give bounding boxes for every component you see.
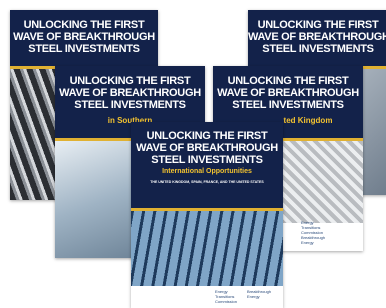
title-line: UNLOCKING THE FIRST [248,19,386,31]
title-line: UNLOCKING THE FIRST [131,130,283,142]
logo-text: Energy Transitions Commission [215,289,243,304]
cover-title: UNLOCKING THE FIRST WAVE OF BREAKTHROUGH… [213,75,363,111]
title-line: WAVE OF BREAKTHROUGH [10,31,158,43]
title-line: UNLOCKING THE FIRST [10,19,158,31]
title-line: STEEL INVESTMENTS [131,154,283,166]
cover-header: UNLOCKING THE FIRST WAVE OF BREAKTHROUGH… [10,10,158,69]
logos: Energy Transitions CommissionBreakthroug… [301,220,363,245]
logo-text: Energy Transitions Commission [301,220,329,235]
title-line: STEEL INVESTMENTS [213,99,363,111]
title-line: WAVE OF BREAKTHROUGH [131,142,283,154]
logos: Energy Transitions Commission Breakthroug… [215,289,279,304]
title-line: WAVE OF BREAKTHROUGH [248,31,386,43]
cover-title: UNLOCKING THE FIRST WAVE OF BREAKTHROUGH… [131,130,283,166]
cover-title: UNLOCKING THE FIRST WAVE OF BREAKTHROUGH… [55,75,205,111]
cover-title: UNLOCKING THE FIRST WAVE OF BREAKTHROUGH… [248,19,386,55]
logo-text: Breakthrough Energy [247,289,275,299]
cover-countries: THE UNITED KINGDOM, SPAIN, FRANCE, AND T… [131,180,283,184]
cover-subtitle: International Opportunities [131,168,283,175]
title-line: STEEL INVESTMENTS [10,43,158,55]
cover: UNLOCKING THE FIRST WAVE OF BREAKTHROUGH… [131,122,283,308]
cover-header: UNLOCKING THE FIRST WAVE OF BREAKTHROUGH… [248,10,386,69]
cover-image [131,211,283,286]
cover-header: UNLOCKING THE FIRST WAVE OF BREAKTHROUGH… [131,122,283,211]
logo-text: Breakthrough Energy [301,235,329,245]
page: UNLOCKING THE FIRST WAVE OF BREAKTHROUGH… [0,0,386,308]
title-line: WAVE OF BREAKTHROUGH [55,87,205,99]
title-line: STEEL INVESTMENTS [248,43,386,55]
title-line: UNLOCKING THE FIRST [55,75,205,87]
title-line: UNLOCKING THE FIRST [213,75,363,87]
title-line: STEEL INVESTMENTS [55,99,205,111]
cover-title: UNLOCKING THE FIRST WAVE OF BREAKTHROUGH… [10,19,158,55]
title-line: WAVE OF BREAKTHROUGH [213,87,363,99]
